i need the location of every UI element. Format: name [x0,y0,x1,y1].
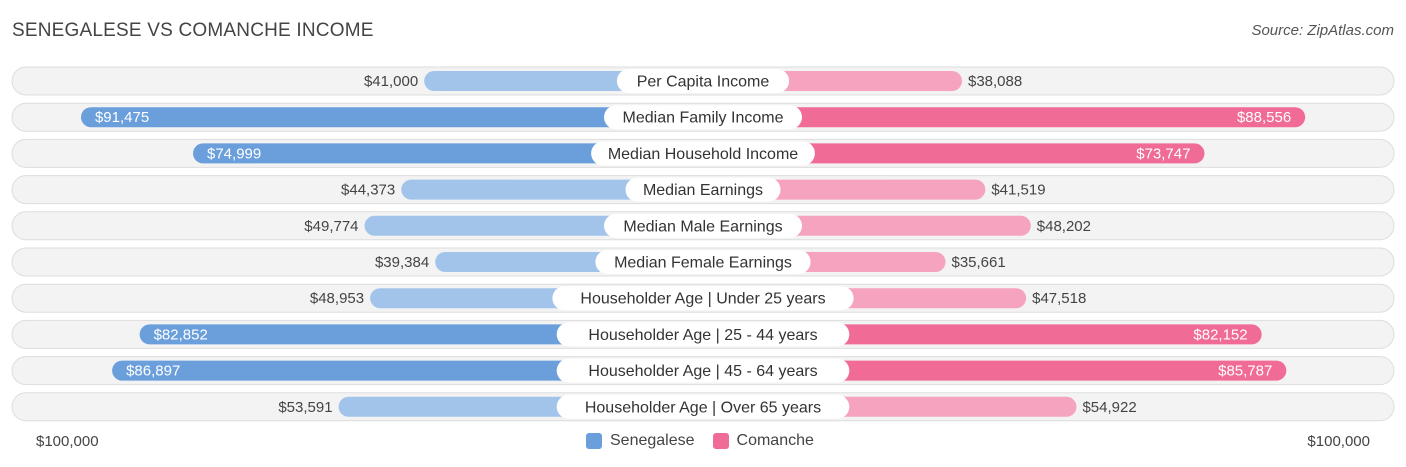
value-label-senegalese: $82,852 [154,326,208,343]
category-pill [556,358,850,383]
value-label-comanche: $35,661 [951,254,1005,271]
category-label: Per Capita Income [637,74,770,91]
value-label-comanche: $88,556 [1237,109,1291,126]
category-pill [552,286,854,311]
category-pill [625,177,781,202]
value-label-senegalese: $86,897 [126,363,180,380]
value-label-comanche: $54,922 [1082,399,1136,416]
bar-comanche[interactable] [703,107,1306,128]
axis-left-label: $100,000 [36,433,99,450]
value-label-comanche: $41,519 [991,182,1045,199]
legend-item-comanche[interactable]: Comanche [712,432,814,450]
value-label-comanche: $47,518 [1032,290,1086,307]
value-label-comanche: $73,747 [1136,145,1190,162]
value-label-senegalese: $48,953 [310,290,364,307]
value-label-comanche: $38,088 [968,73,1022,90]
value-label-comanche: $82,152 [1193,326,1247,343]
category-pill [556,394,850,419]
value-label-senegalese: $44,373 [341,182,395,199]
category-pill [591,141,815,166]
bar-senegalese[interactable] [80,107,704,128]
category-label: Median Family Income [623,110,784,127]
value-label-comanche: $85,787 [1218,363,1272,380]
category-pill [616,69,790,93]
category-label: Median Male Earnings [623,218,782,235]
bar-senegalese[interactable] [112,360,703,381]
category-label: Median Household Income [608,146,798,163]
value-label-senegalese: $74,999 [207,145,261,162]
value-label-comanche: $48,202 [1037,218,1091,235]
value-label-senegalese: $49,774 [304,218,358,235]
category-label: Median Female Earnings [614,255,792,272]
bar-senegalese[interactable] [193,143,703,164]
legend-label-senegalese: Senegalese [610,432,695,449]
category-pill [604,213,802,238]
legend-swatch-senegalese [586,433,602,449]
value-label-senegalese: $41,000 [364,73,418,90]
legend-swatch-comanche [712,433,729,449]
bar-comanche[interactable] [703,143,1205,164]
value-label-senegalese: $39,384 [375,254,429,271]
category-pill [556,322,850,347]
category-label: Householder Age | Over 65 years [585,399,821,416]
axis-right-label: $100,000 [1307,433,1370,450]
bar-comanche[interactable] [703,360,1287,381]
value-label-senegalese: $91,475 [95,109,149,126]
chart-title: SENEGALESE VS COMANCHE INCOME [12,20,374,41]
chart-source: Source: ZipAtlas.com [1251,22,1394,39]
category-label: Householder Age | Under 25 years [580,291,825,308]
category-label: Householder Age | 45 - 64 years [588,363,817,380]
category-label: Median Earnings [643,182,763,199]
legend-item-senegalese[interactable]: Senegalese [586,432,695,450]
legend-label-comanche: Comanche [736,432,814,449]
value-label-senegalese: $53,591 [278,399,332,416]
category-pill [595,250,811,274]
legend: Senegalese Comanche [586,432,814,450]
category-pill [604,105,802,130]
diverging-bar-chart: $41,000 $38,088 Per Capita Income $91,475 $8… [11,66,1395,422]
category-label: Householder Age | 25 - 44 years [588,327,817,344]
